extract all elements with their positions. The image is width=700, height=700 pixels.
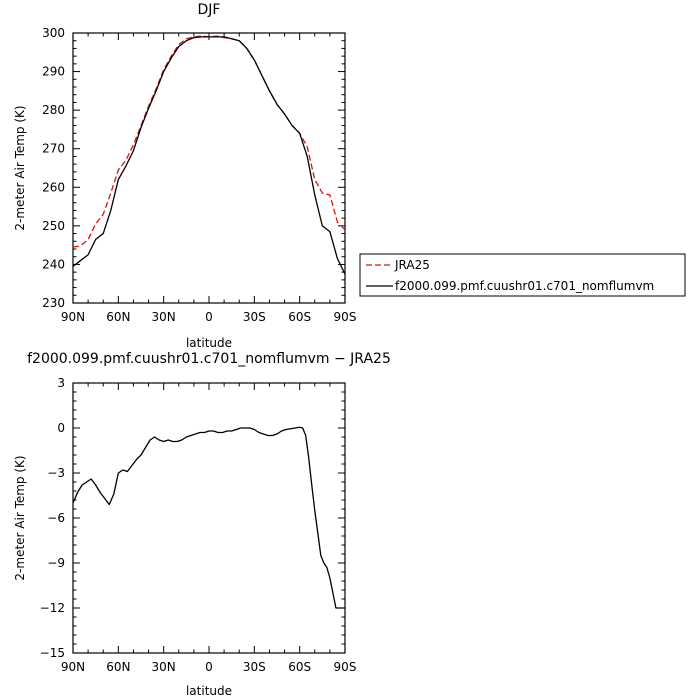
chart2-series-line-1 <box>72 426 345 609</box>
chart1-x-axis-label: latitude <box>186 336 232 350</box>
chart1-xtick-label: 30N <box>152 310 176 324</box>
chart2-ytick-label: −3 <box>47 466 65 480</box>
chart1-xtick-label: 90S <box>334 310 357 324</box>
chart1-xtick-label: 0 <box>205 310 213 324</box>
chart2-y-axis-label: 2-meter Air Temp (K) <box>13 455 27 580</box>
chart1-ytick-label: 250 <box>42 219 65 233</box>
chart2-ytick-label: −9 <box>47 556 65 570</box>
chart2-title: f2000.099.pmf.cuushr01.c701_nomflumvm − … <box>27 351 391 367</box>
chart1-y-axis-label: 2-meter Air Temp (K) <box>13 105 27 230</box>
chart2-xtick-label: 90N <box>61 660 85 674</box>
chart1-ytick-label: 260 <box>42 180 65 194</box>
chart1-xtick-label: 30S <box>243 310 266 324</box>
chart1-ytick-label: 280 <box>42 103 65 117</box>
chart1-series-line-1 <box>72 35 346 248</box>
chart2-ytick-label: −12 <box>40 601 65 615</box>
chart2-xtick-label: 30N <box>152 660 176 674</box>
chart1-ytick-label: 300 <box>42 26 65 40</box>
chart2-xtick-label: 90S <box>334 660 357 674</box>
chart1-xtick-label: 60S <box>288 310 311 324</box>
chart1-ytick-label: 230 <box>42 296 65 310</box>
chart2-xtick-label: 60S <box>288 660 311 674</box>
chart1-ytick-label: 240 <box>42 257 65 271</box>
chart1-xtick-label: 90N <box>61 310 85 324</box>
chart2-xtick-label: 30S <box>243 660 266 674</box>
chart1-title: DJF <box>198 2 221 18</box>
chart1-plot-frame <box>72 32 346 304</box>
chart2-xtick-label: 60N <box>106 660 130 674</box>
chart1-ytick-label: 270 <box>42 142 65 156</box>
chart2-ytick-label: −15 <box>40 646 65 660</box>
chart2-ytick-label: 0 <box>57 421 65 435</box>
chart2-plot-frame <box>72 382 346 654</box>
chart1-series-line-2 <box>72 36 346 275</box>
chart2-xtick-label: 0 <box>205 660 213 674</box>
chart2-ytick-label: −6 <box>47 511 65 525</box>
chart2-ytick-label: 3 <box>57 376 65 390</box>
chart1-legend-box <box>359 253 686 297</box>
chart2-x-axis-label: latitude <box>186 684 232 698</box>
chart1-legend-label-2: f2000.099.pmf.cuushr01.c701_nomflumvm <box>395 279 654 293</box>
chart1-ytick-label: 290 <box>42 65 65 79</box>
chart1-xtick-label: 60N <box>106 310 130 324</box>
chart1-legend-label-1: JRA25 <box>394 258 430 272</box>
